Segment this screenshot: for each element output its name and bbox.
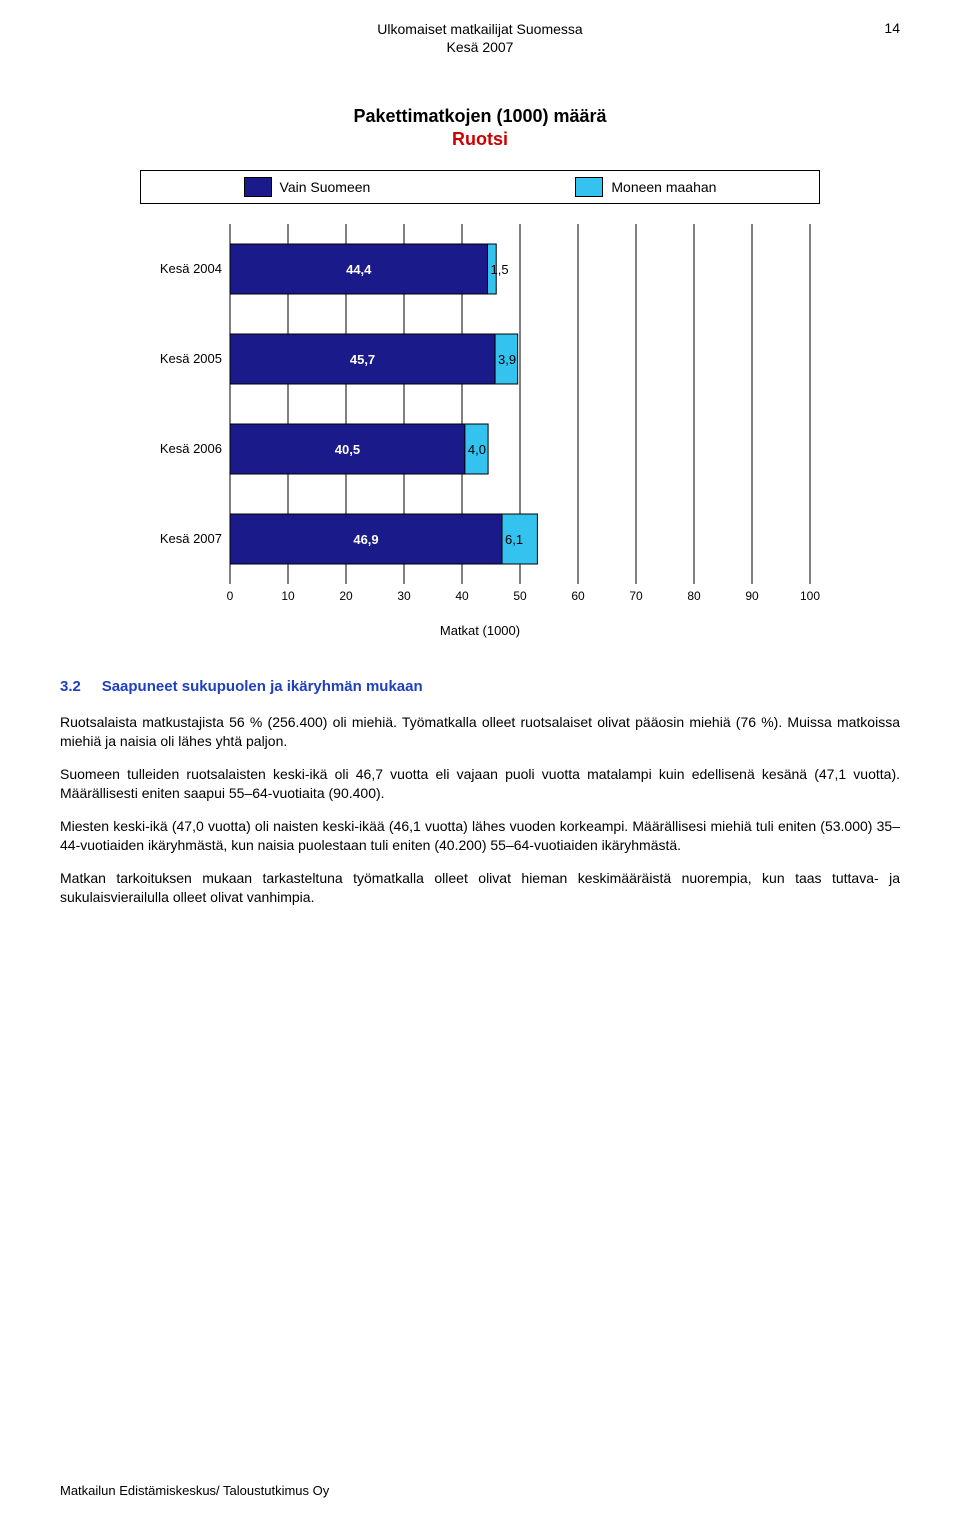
header-line1: Ulkomaiset matkailijat Suomessa — [60, 20, 900, 38]
svg-text:45,7: 45,7 — [350, 352, 375, 367]
legend-item-series2: Moneen maahan — [575, 177, 716, 197]
paragraph: Miesten keski-ikä (47,0 vuotta) oli nais… — [60, 817, 900, 855]
svg-text:30: 30 — [397, 589, 411, 603]
chart-subtitle: Ruotsi — [60, 129, 900, 150]
svg-text:46,9: 46,9 — [353, 532, 378, 547]
chart-title: Pakettimatkojen (1000) määrä — [60, 106, 900, 127]
page: Ulkomaiset matkailijat Suomessa Kesä 200… — [0, 0, 960, 1522]
svg-text:40: 40 — [455, 589, 469, 603]
svg-text:70: 70 — [629, 589, 643, 603]
svg-text:20: 20 — [339, 589, 353, 603]
stacked-bar-chart: 0 10 20 30 40 50 60 70 80 90 100 Kesä 2004 44,4 1,5 Ke… — [140, 214, 820, 614]
svg-text:40,5: 40,5 — [335, 442, 360, 457]
section-number: 3.2 — [60, 678, 81, 695]
svg-text:0: 0 — [227, 589, 234, 603]
svg-text:4,0: 4,0 — [468, 442, 486, 457]
chart-legend: Vain Suomeen Moneen maahan — [140, 170, 820, 204]
svg-text:44,4: 44,4 — [346, 262, 372, 277]
svg-text:Kesä 2004: Kesä 2004 — [160, 261, 222, 276]
page-header: Ulkomaiset matkailijat Suomessa Kesä 200… — [60, 20, 900, 56]
section-title: Saapuneet sukupuolen ja ikäryhmän mukaan — [102, 678, 423, 695]
paragraph: Matkan tarkoituksen mukaan tarkasteltuna… — [60, 869, 900, 907]
page-number: 14 — [884, 20, 900, 36]
section-body: Ruotsalaista matkustajista 56 % (256.400… — [60, 713, 900, 906]
legend-swatch-series1 — [244, 177, 272, 197]
chart-area: 0 10 20 30 40 50 60 70 80 90 100 Kesä 2004 44,4 1,5 Ke… — [140, 214, 820, 638]
svg-text:10: 10 — [281, 589, 295, 603]
svg-text:1,5: 1,5 — [491, 262, 509, 277]
page-footer: Matkailun Edistämiskeskus/ Taloustutkimu… — [60, 1483, 329, 1498]
section-3-2: 3.2 Saapuneet sukupuolen ja ikäryhmän mu… — [60, 678, 900, 906]
legend-swatch-series2 — [575, 177, 603, 197]
x-axis-label: Matkat (1000) — [140, 623, 820, 638]
legend-label-series2: Moneen maahan — [611, 179, 716, 195]
legend-item-series1: Vain Suomeen — [244, 177, 371, 197]
legend-label-series1: Vain Suomeen — [280, 179, 371, 195]
header-line2: Kesä 2007 — [60, 38, 900, 56]
svg-text:60: 60 — [571, 589, 585, 603]
section-heading: 3.2 Saapuneet sukupuolen ja ikäryhmän mu… — [60, 678, 900, 695]
svg-text:50: 50 — [513, 589, 527, 603]
svg-text:80: 80 — [687, 589, 701, 603]
svg-text:Kesä 2006: Kesä 2006 — [160, 441, 222, 456]
svg-text:Kesä 2005: Kesä 2005 — [160, 351, 222, 366]
svg-text:6,1: 6,1 — [505, 532, 523, 547]
paragraph: Ruotsalaista matkustajista 56 % (256.400… — [60, 713, 900, 751]
svg-text:3,9: 3,9 — [498, 352, 516, 367]
svg-text:100: 100 — [800, 589, 820, 603]
svg-text:Kesä 2007: Kesä 2007 — [160, 531, 222, 546]
paragraph: Suomeen tulleiden ruotsalaisten keski-ik… — [60, 765, 900, 803]
svg-text:90: 90 — [745, 589, 759, 603]
